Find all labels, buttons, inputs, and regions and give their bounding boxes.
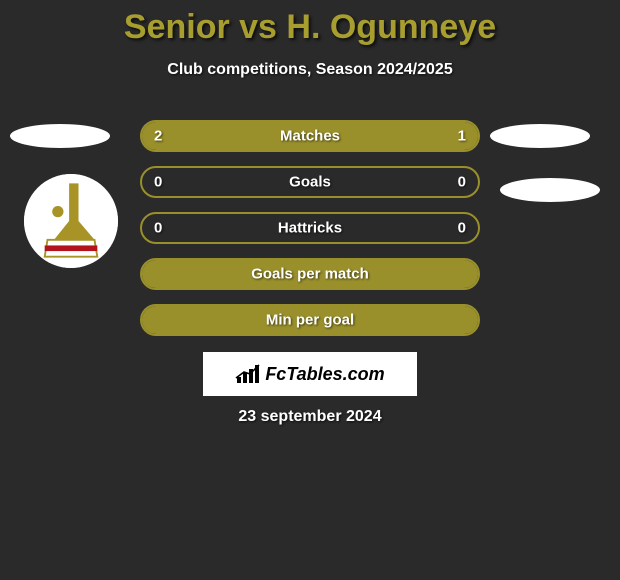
stat-bar: Goals per match (140, 258, 480, 290)
player-right-avatar (490, 124, 590, 148)
club-crest-icon (24, 174, 118, 268)
player-left-avatar (10, 124, 110, 148)
stat-bar: 0Goals0 (140, 166, 480, 198)
page-subtitle: Club competitions, Season 2024/2025 (0, 61, 620, 79)
bar-label: Min per goal (142, 312, 478, 329)
bar-label: Matches (142, 128, 478, 145)
bar-label: Goals (142, 174, 478, 191)
page-title: Senior vs H. Ogunneye (0, 0, 620, 47)
club-left-badge (24, 174, 118, 268)
bar-value-right: 1 (458, 128, 466, 145)
datestamp: 23 september 2024 (0, 408, 620, 426)
comparison-card: Senior vs H. Ogunneye Club competitions,… (0, 0, 620, 580)
stat-bars: 2Matches10Goals00Hattricks0Goals per mat… (140, 120, 480, 350)
stat-bar: 2Matches1 (140, 120, 480, 152)
bar-value-right: 0 (458, 220, 466, 237)
club-right-badge (500, 178, 600, 202)
brand-box: FcTables.com (203, 352, 417, 396)
bar-chart-icon (235, 363, 261, 385)
bar-value-right: 0 (458, 174, 466, 191)
bar-label: Goals per match (142, 266, 478, 283)
bar-label: Hattricks (142, 220, 478, 237)
stat-bar: 0Hattricks0 (140, 212, 480, 244)
stat-bar: Min per goal (140, 304, 480, 336)
brand-text: FcTables.com (265, 364, 384, 385)
